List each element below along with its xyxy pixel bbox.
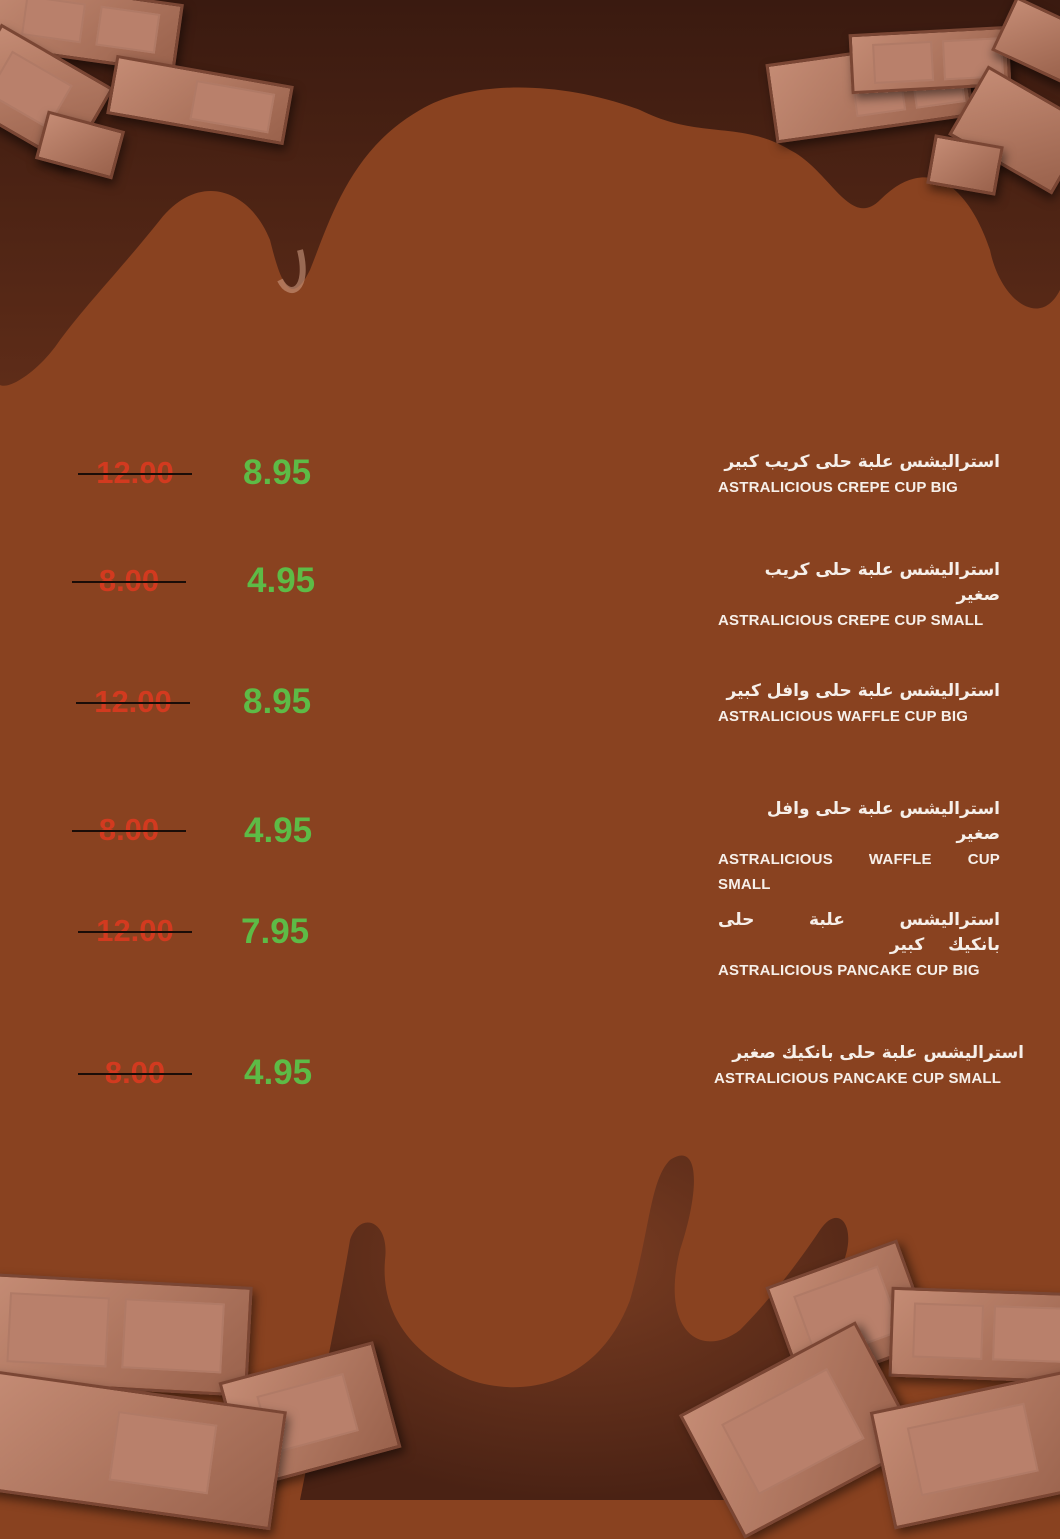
- menu-item: استراليشس علبة حلى وافل صغير ASTRALICIOU…: [718, 797, 1000, 897]
- price: 4.95: [244, 811, 313, 850]
- old-price: 12.00: [78, 455, 192, 491]
- menu-item: استراليشس علبة حلى بانكيك كبير ASTRALICI…: [718, 908, 1000, 983]
- menu-item: استراليشس علبة حلى كريب كبير ASTRALICIOU…: [718, 450, 1000, 500]
- old-price: 12.00: [76, 684, 190, 720]
- item-name-english: ASTRALICIOUS CREPE CUP BIG: [718, 479, 958, 496]
- old-price: 8.00: [72, 563, 186, 599]
- price: 7.95: [241, 912, 310, 951]
- price: 8.95: [243, 453, 312, 492]
- item-name-english: ASTRALICIOUS WAFFLE CUP BIG: [718, 708, 969, 725]
- menu-item: استراليشس علبة حلى بانكيك صغير ASTRALICI…: [714, 1041, 1024, 1091]
- price: 4.95: [244, 1053, 313, 1092]
- item-name-english: ASTRALICIOUS CREPE CUP SMALL: [718, 612, 984, 629]
- item-name-english: ASTRALICIOUS PANCAKE CUP SMALL: [714, 1070, 1002, 1087]
- item-name-arabic: استراليشس علبة حلى بانكيك كبير: [718, 910, 1000, 955]
- item-name-arabic: استراليشس علبة حلى بانكيك صغير: [732, 1043, 1024, 1063]
- old-price: 8.00: [78, 1055, 192, 1091]
- item-name-arabic: استراليشس علبة حلى كريب صغير: [764, 560, 1000, 605]
- item-name-arabic: استراليشس علبة حلى وافل كبير: [726, 681, 1000, 701]
- old-price: 12.00: [78, 913, 192, 949]
- item-name-arabic: استراليشس علبة حلى وافل صغير: [766, 799, 1000, 844]
- menu-item: استراليشس علبة حلى كريب صغير ASTRALICIOU…: [718, 558, 1000, 633]
- price: 8.95: [243, 682, 312, 721]
- item-name-english: ASTRALICIOUS PANCAKE CUP BIG: [718, 962, 980, 979]
- old-price: 8.00: [72, 812, 186, 848]
- item-name-english: ASTRALICIOUS WAFFLE CUP SMALL: [718, 851, 1000, 893]
- price: 4.95: [247, 561, 316, 600]
- menu-item: استراليشس علبة حلى وافل كبير ASTRALICIOU…: [718, 679, 1000, 729]
- item-name-arabic: استراليشس علبة حلى كريب كبير: [724, 452, 1000, 472]
